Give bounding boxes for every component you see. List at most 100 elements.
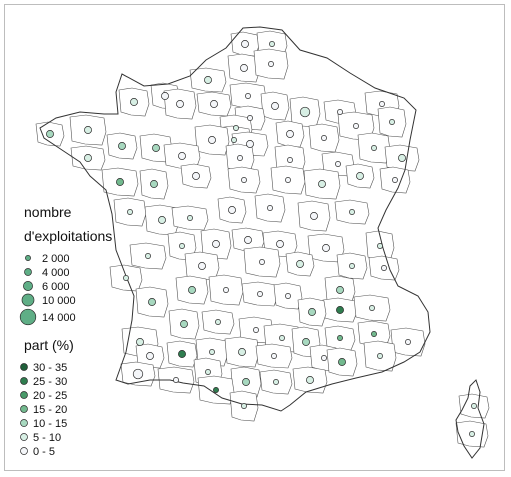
department-symbol xyxy=(158,216,166,224)
department-symbol xyxy=(353,123,359,129)
department-symbol xyxy=(377,353,383,359)
department-symbol xyxy=(241,403,247,409)
department-symbol xyxy=(321,135,327,141)
department-symbol xyxy=(286,130,294,138)
department-symbol xyxy=(271,102,279,110)
department-symbol xyxy=(322,244,330,252)
department-symbol xyxy=(244,236,252,244)
legend-size-label: 2 000 xyxy=(42,253,70,265)
department-symbol xyxy=(178,152,186,160)
department-symbol xyxy=(268,61,274,67)
legend-color-label: 10 - 15 xyxy=(33,418,67,430)
department-symbol xyxy=(269,41,275,47)
legend-color-swatch xyxy=(20,405,28,413)
department-symbol xyxy=(228,206,236,214)
legend-size-label: 6 000 xyxy=(42,281,70,293)
department-symbol xyxy=(257,291,263,297)
legend-size-label: 4 000 xyxy=(42,267,70,279)
department-symbol xyxy=(127,209,133,215)
department-symbol xyxy=(253,327,259,333)
department-symbol xyxy=(198,262,206,270)
legend-color-label: 15 - 20 xyxy=(33,404,67,416)
department-symbol xyxy=(371,145,377,151)
department-symbol xyxy=(336,306,344,314)
legend-size-symbol xyxy=(21,293,35,307)
department-symbol xyxy=(210,100,218,108)
department-symbol xyxy=(161,92,169,100)
department-symbol xyxy=(209,349,215,355)
department-symbol xyxy=(204,76,212,84)
department-symbol xyxy=(267,205,273,211)
department-symbol xyxy=(379,101,385,107)
department-symbol xyxy=(231,137,237,143)
department-symbol xyxy=(213,387,219,393)
department-symbol xyxy=(245,93,251,99)
department-symbol xyxy=(180,320,188,328)
department-symbol xyxy=(318,180,326,188)
department-symbol xyxy=(310,212,318,220)
legend-size-label: 10 000 xyxy=(42,295,76,307)
department-symbol xyxy=(308,308,316,316)
department-symbol xyxy=(287,157,293,163)
department-symbol xyxy=(146,352,154,360)
corsica-outline xyxy=(455,379,485,459)
department-symbol xyxy=(188,286,196,294)
department-symbol xyxy=(338,358,346,366)
department-symbol xyxy=(145,253,151,259)
department-symbol xyxy=(371,331,377,337)
legend-color-title: part (%) xyxy=(24,337,74,353)
department-symbol xyxy=(132,368,144,380)
department-symbol xyxy=(84,154,92,162)
department-symbol xyxy=(179,243,185,249)
department-symbol xyxy=(192,172,200,180)
department-symbol xyxy=(356,172,364,180)
department-symbol xyxy=(205,369,211,375)
department-symbol xyxy=(306,376,314,384)
legend-color-label: 25 - 30 xyxy=(33,376,67,388)
legend-color-swatch xyxy=(20,447,28,455)
department-symbol xyxy=(223,287,229,293)
department-symbol xyxy=(118,142,126,150)
department-symbol xyxy=(377,243,383,249)
legend-color-swatch xyxy=(20,419,28,427)
department-symbol xyxy=(336,286,344,294)
department-symbol xyxy=(398,154,406,162)
legend-color-swatch xyxy=(20,391,28,399)
department-symbol xyxy=(279,335,285,341)
department-symbol xyxy=(259,259,265,265)
department-symbol xyxy=(349,263,355,269)
department-symbol xyxy=(130,98,138,106)
department-symbol xyxy=(335,161,341,167)
department-symbol xyxy=(369,305,375,311)
department-symbol xyxy=(381,265,387,271)
department-symbol xyxy=(337,109,343,115)
legend-size: nombre d'exploitations 2 000 4 000 6 000 10… xyxy=(19,204,112,326)
department-symbol xyxy=(84,126,92,134)
department-symbol xyxy=(302,338,310,346)
department-symbol xyxy=(240,64,248,72)
department-symbol xyxy=(148,298,156,306)
legend-color-label: 5 - 10 xyxy=(33,432,61,444)
department-symbol xyxy=(136,338,144,346)
department-symbol xyxy=(246,140,254,148)
department-symbol xyxy=(238,348,246,356)
department-symbol xyxy=(296,260,304,268)
france-outline xyxy=(39,26,431,412)
department-symbol xyxy=(276,240,284,248)
department-symbol xyxy=(208,136,216,144)
department-symbol xyxy=(233,125,239,131)
department-symbol xyxy=(152,144,160,152)
legend-size-symbol xyxy=(25,255,31,261)
department-symbol xyxy=(173,377,179,383)
department-symbol xyxy=(176,100,184,108)
department-symbol xyxy=(247,115,253,121)
legend-size-symbol xyxy=(19,308,37,326)
department-symbol xyxy=(285,177,291,183)
legend-color-swatch xyxy=(20,433,28,441)
legend-size-symbol xyxy=(24,268,32,276)
legend-color: part (%) 30 - 35 25 - 30 20 - 25 15 - 20 10 … xyxy=(20,337,74,458)
legend-color-label: 0 - 5 xyxy=(33,446,55,458)
department-symbol xyxy=(285,293,291,299)
legend-color-swatch xyxy=(20,363,28,371)
